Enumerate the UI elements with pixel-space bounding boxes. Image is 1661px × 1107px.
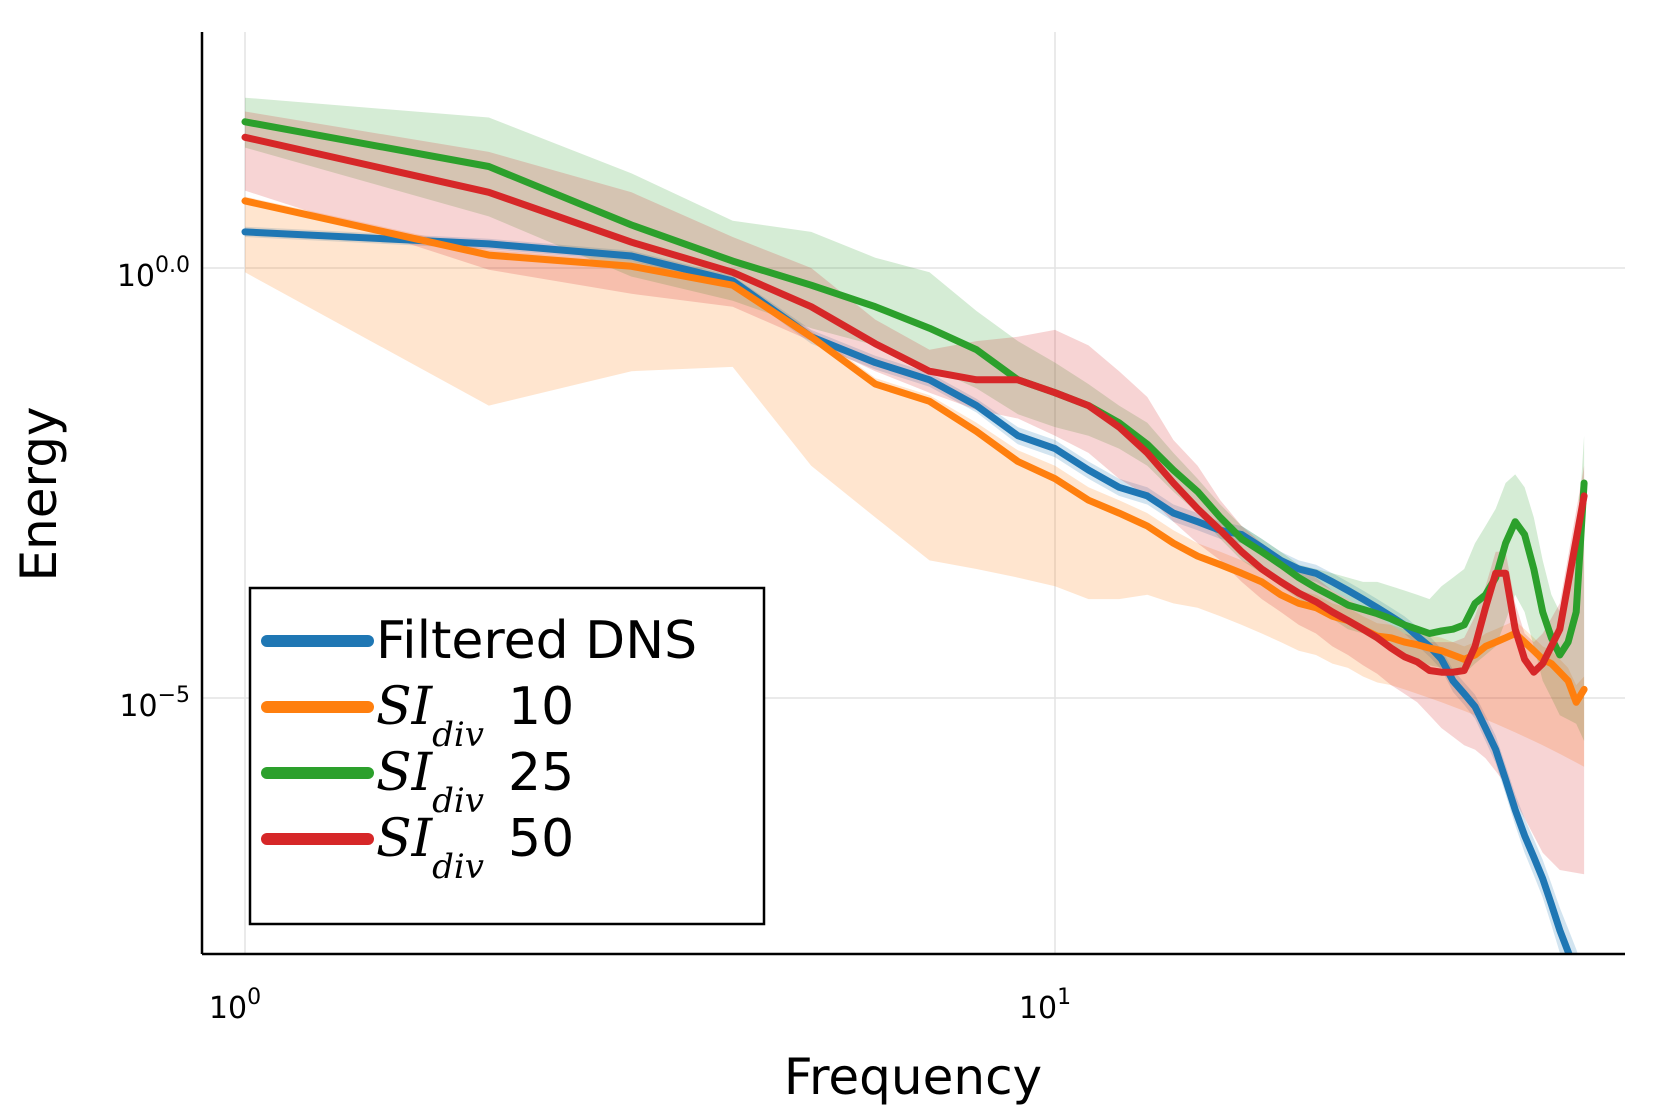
line-series-0 <box>241 228 1573 954</box>
band-series-2 <box>245 97 1585 741</box>
legend-label: Filtered DNS <box>376 611 697 671</box>
line-series-3 <box>241 133 1588 676</box>
band-series-1 <box>245 196 1585 767</box>
legend-entry-3: SIdiv 50 <box>261 809 574 887</box>
series-lines <box>241 118 1588 954</box>
x-tick-label-1: 101 <box>1019 985 1071 1026</box>
axes <box>200 32 1625 956</box>
line-series-2 <box>241 118 1588 659</box>
legend-label: SIdiv 10 <box>376 677 574 755</box>
y-tick-label-0: 100.0 <box>117 253 190 294</box>
legend-label: SIdiv 50 <box>376 809 574 887</box>
tick-labels: 100 101 100.0 10−5 <box>117 253 1071 1026</box>
legend-entry-1: SIdiv 10 <box>261 677 574 755</box>
legend-entry-2: SIdiv 25 <box>261 743 574 821</box>
band-series-3 <box>245 111 1585 875</box>
y-tick-label-1: 10−5 <box>119 683 190 724</box>
x-axis-label: Frequency <box>784 1048 1042 1106</box>
legend-entry-0: Filtered DNS <box>261 611 697 671</box>
x-tick-label-0: 100 <box>209 985 261 1026</box>
y-axis-label: Energy <box>10 406 68 581</box>
legend-label: SIdiv 25 <box>376 743 574 821</box>
